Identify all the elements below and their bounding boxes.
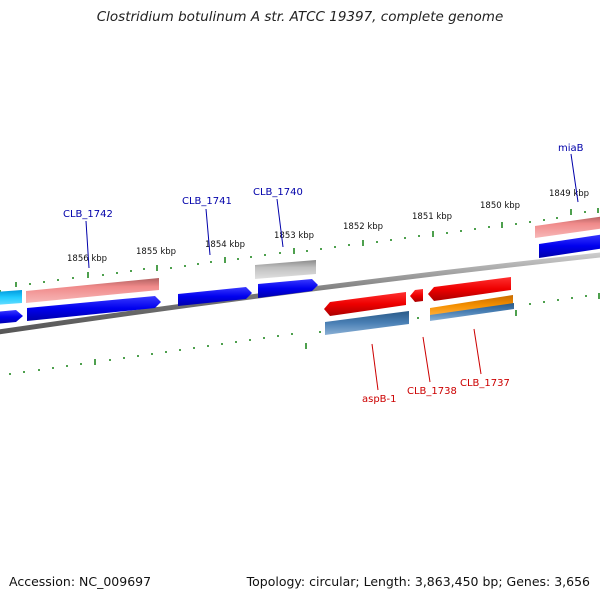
reverse-gene-arrow[interactable] [324,292,406,316]
scale-label: 1856 kbp [67,254,107,264]
gene-label-clb-1738[interactable]: CLB_1738 [407,386,457,397]
topology-text: Topology: circular; Length: 3,863,450 bp… [246,574,590,589]
highlight-feature[interactable] [0,290,22,305]
leader-line [570,153,579,203]
leader-line [473,328,482,375]
forward-gene-arrow[interactable] [258,279,318,298]
forward-gene-arrow[interactable] [27,296,161,321]
leader-line [205,208,211,256]
gene-label-clb-1740[interactable]: CLB_1740 [253,187,303,198]
gene-label-aspb-1[interactable]: aspB-1 [362,394,397,405]
reverse-misc-feature[interactable] [430,295,513,316]
forward-rna-feature[interactable] [535,216,600,238]
reverse-gene-arrow[interactable] [428,277,511,301]
scale-label: 1854 kbp [205,240,245,250]
forward-rna-feature[interactable] [26,278,159,303]
scale-label: 1855 kbp [136,247,176,257]
scale-label: 1849 kbp [549,189,589,199]
forward-gene-arrow[interactable] [178,287,252,306]
scale-label: 1851 kbp [412,212,452,222]
scale-label: 1850 kbp [480,201,520,211]
gene-label-clb-1737[interactable]: CLB_1737 [460,378,510,389]
reverse-rna-feature[interactable] [325,311,409,335]
gene-label-miab[interactable]: miaB [558,143,584,154]
leader-line [85,220,90,269]
leader-line [276,198,284,248]
reverse-gene-arrow[interactable] [410,289,423,302]
reverse-rna-feature[interactable] [430,303,514,321]
forward-tick-track [0,208,599,292]
forward-gene-arrow[interactable] [539,234,600,258]
forward-gene-arrow[interactable] [0,310,23,324]
scale-label: 1852 kbp [343,222,383,232]
accession-text: Accession: NC_009697 [9,574,152,589]
page-title: Clostridium botulinum A str. ATCC 19397,… [96,9,504,25]
scale-label: 1853 kbp [274,231,314,241]
forward-pseudo-feature[interactable] [255,260,316,279]
gene-label-clb-1741[interactable]: CLB_1741 [182,196,232,207]
leader-line [371,343,379,391]
genome-backbone [0,252,600,335]
gene-label-clb-1742[interactable]: CLB_1742 [63,209,113,220]
leader-line [422,336,431,383]
